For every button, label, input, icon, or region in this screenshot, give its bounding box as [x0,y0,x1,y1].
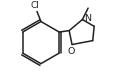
Text: Cl: Cl [30,1,39,10]
Text: N: N [83,14,90,23]
Text: O: O [67,47,74,56]
